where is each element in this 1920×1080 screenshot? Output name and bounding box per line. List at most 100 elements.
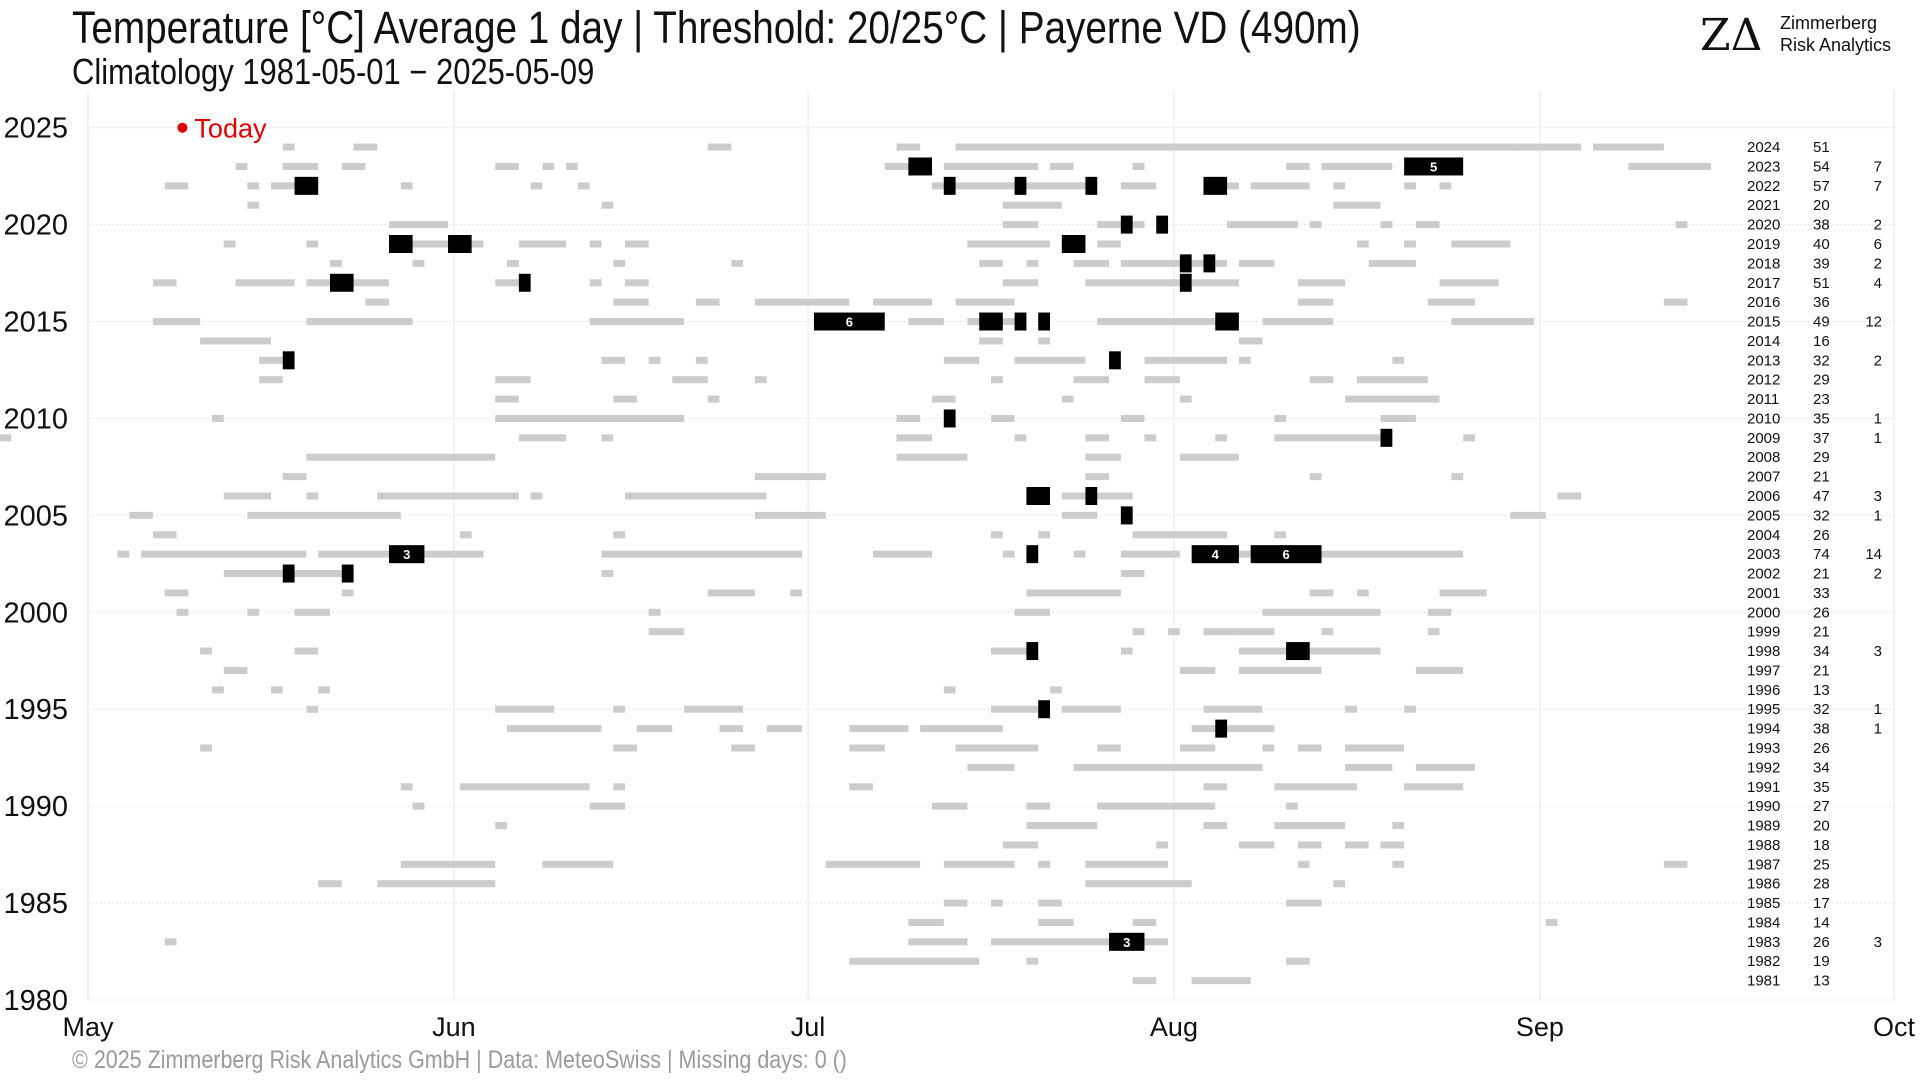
spell-above-20 <box>389 240 484 248</box>
spell-above-20 <box>1356 589 1369 597</box>
spell-above-20 <box>1002 279 1039 287</box>
spell-above-20 <box>991 647 1039 655</box>
summary-days-above-25: 7 <box>1874 178 1882 195</box>
spell-above-20 <box>0 434 12 442</box>
spell-above-20 <box>1097 802 1216 810</box>
spell-above-20 <box>507 725 602 733</box>
spell-above-20 <box>1286 899 1322 907</box>
summary-days-above-20: 54 <box>1813 158 1830 175</box>
spell-above-20 <box>967 240 1051 248</box>
summary-days-above-20: 21 <box>1813 566 1830 583</box>
spell-above-20 <box>1014 608 1051 616</box>
summary-year: 2008 <box>1747 449 1780 466</box>
summary-year: 1999 <box>1747 624 1780 641</box>
spell-above-20 <box>223 240 236 248</box>
spell-above-20 <box>979 337 1003 345</box>
spell-above-20 <box>1073 763 1263 771</box>
summary-days-above-20: 29 <box>1813 372 1830 389</box>
spell-above-20 <box>825 860 921 868</box>
spell-above-25 <box>282 564 295 583</box>
spell-above-25 <box>329 273 354 292</box>
spell-above-20 <box>1321 162 1393 170</box>
spell-above-20 <box>1392 860 1405 868</box>
spell-above-20 <box>1203 628 1239 636</box>
spell-above-20 <box>495 279 519 287</box>
spell-above-20 <box>648 608 661 616</box>
spell-above-20 <box>1274 822 1346 830</box>
spell-above-20 <box>1002 550 1015 558</box>
summary-days-above-20: 34 <box>1813 759 1830 776</box>
spell-above-20 <box>306 318 413 326</box>
spell-above-20 <box>329 259 342 267</box>
summary-year: 1998 <box>1747 643 1780 660</box>
spell-above-20 <box>223 492 271 500</box>
spell-above-20 <box>1380 221 1393 229</box>
spell-above-20 <box>1002 201 1062 209</box>
spell-above-25 <box>943 409 956 428</box>
y-tick-label: 2000 <box>3 597 68 629</box>
summary-days-above-20: 32 <box>1813 352 1830 369</box>
chart-title: Temperature [°C] Average 1 day | Thresho… <box>72 2 1361 53</box>
spell-above-20 <box>389 221 449 229</box>
spell-above-20 <box>1333 201 1381 209</box>
spell-above-20 <box>259 356 283 364</box>
spell-above-20 <box>943 860 1015 868</box>
spell-above-20 <box>872 550 932 558</box>
spell-above-20 <box>117 550 130 558</box>
spell-above-20 <box>1203 822 1228 830</box>
summary-days-above-20: 27 <box>1813 798 1830 815</box>
spell-above-20 <box>754 298 850 306</box>
spell-above-20 <box>282 162 319 170</box>
spell-above-20 <box>235 162 248 170</box>
summary-year: 2019 <box>1747 236 1780 253</box>
summary-days-above-25: 1 <box>1874 410 1882 427</box>
spell-above-25 <box>1191 545 1239 564</box>
spell-above-20 <box>1215 434 1228 442</box>
spell-above-20 <box>1356 376 1428 384</box>
spell-above-20 <box>152 318 201 326</box>
spell-above-20 <box>1238 337 1263 345</box>
spell-above-25 <box>1026 642 1039 661</box>
chart-subtitle: Climatology 1981-05-01 − 2025-05-09 <box>72 51 595 92</box>
spell-above-25 <box>1120 506 1133 525</box>
spell-above-25 <box>389 235 413 253</box>
spell-above-25 <box>1026 487 1051 505</box>
spell-above-20 <box>754 376 767 384</box>
spell-above-20 <box>495 414 685 422</box>
summary-days-above-25: 2 <box>1874 566 1882 583</box>
summary-days-above-20: 17 <box>1813 895 1830 912</box>
spell-above-20 <box>1333 182 1346 190</box>
spell-above-20 <box>1380 414 1416 422</box>
summary-days-above-20: 26 <box>1813 527 1830 544</box>
spell-above-20 <box>648 628 685 636</box>
spell-above-25 <box>1179 254 1192 273</box>
spell-above-20 <box>1345 395 1440 403</box>
spell-above-20 <box>1061 705 1121 713</box>
spell-above-20 <box>1191 279 1239 287</box>
spell-day-count-label: 5 <box>1430 159 1437 174</box>
spell-above-20 <box>1085 860 1169 868</box>
summary-year: 2013 <box>1747 352 1780 369</box>
spell-above-20 <box>636 725 673 733</box>
spell-above-20 <box>152 279 177 287</box>
spell-above-20 <box>991 376 1003 384</box>
summary-days-above-20: 37 <box>1813 430 1830 447</box>
spell-above-20 <box>1238 628 1275 636</box>
spell-above-20 <box>1238 356 1251 364</box>
spell-above-20 <box>920 725 1003 733</box>
spell-above-20 <box>672 376 708 384</box>
today-label: Today <box>194 114 267 144</box>
spell-above-20 <box>306 570 342 578</box>
spell-above-20 <box>1179 666 1216 674</box>
spell-day-count-label: 4 <box>1212 547 1220 562</box>
summary-year: 2002 <box>1747 566 1780 583</box>
spell-above-25 <box>1203 176 1228 195</box>
spell-above-20 <box>495 162 519 170</box>
spell-above-20 <box>282 473 307 481</box>
summary-days-above-20: 14 <box>1813 914 1830 931</box>
spell-above-20 <box>223 570 307 578</box>
spell-above-20 <box>459 531 472 539</box>
spell-above-20 <box>1286 802 1298 810</box>
spell-above-20 <box>1179 453 1239 461</box>
